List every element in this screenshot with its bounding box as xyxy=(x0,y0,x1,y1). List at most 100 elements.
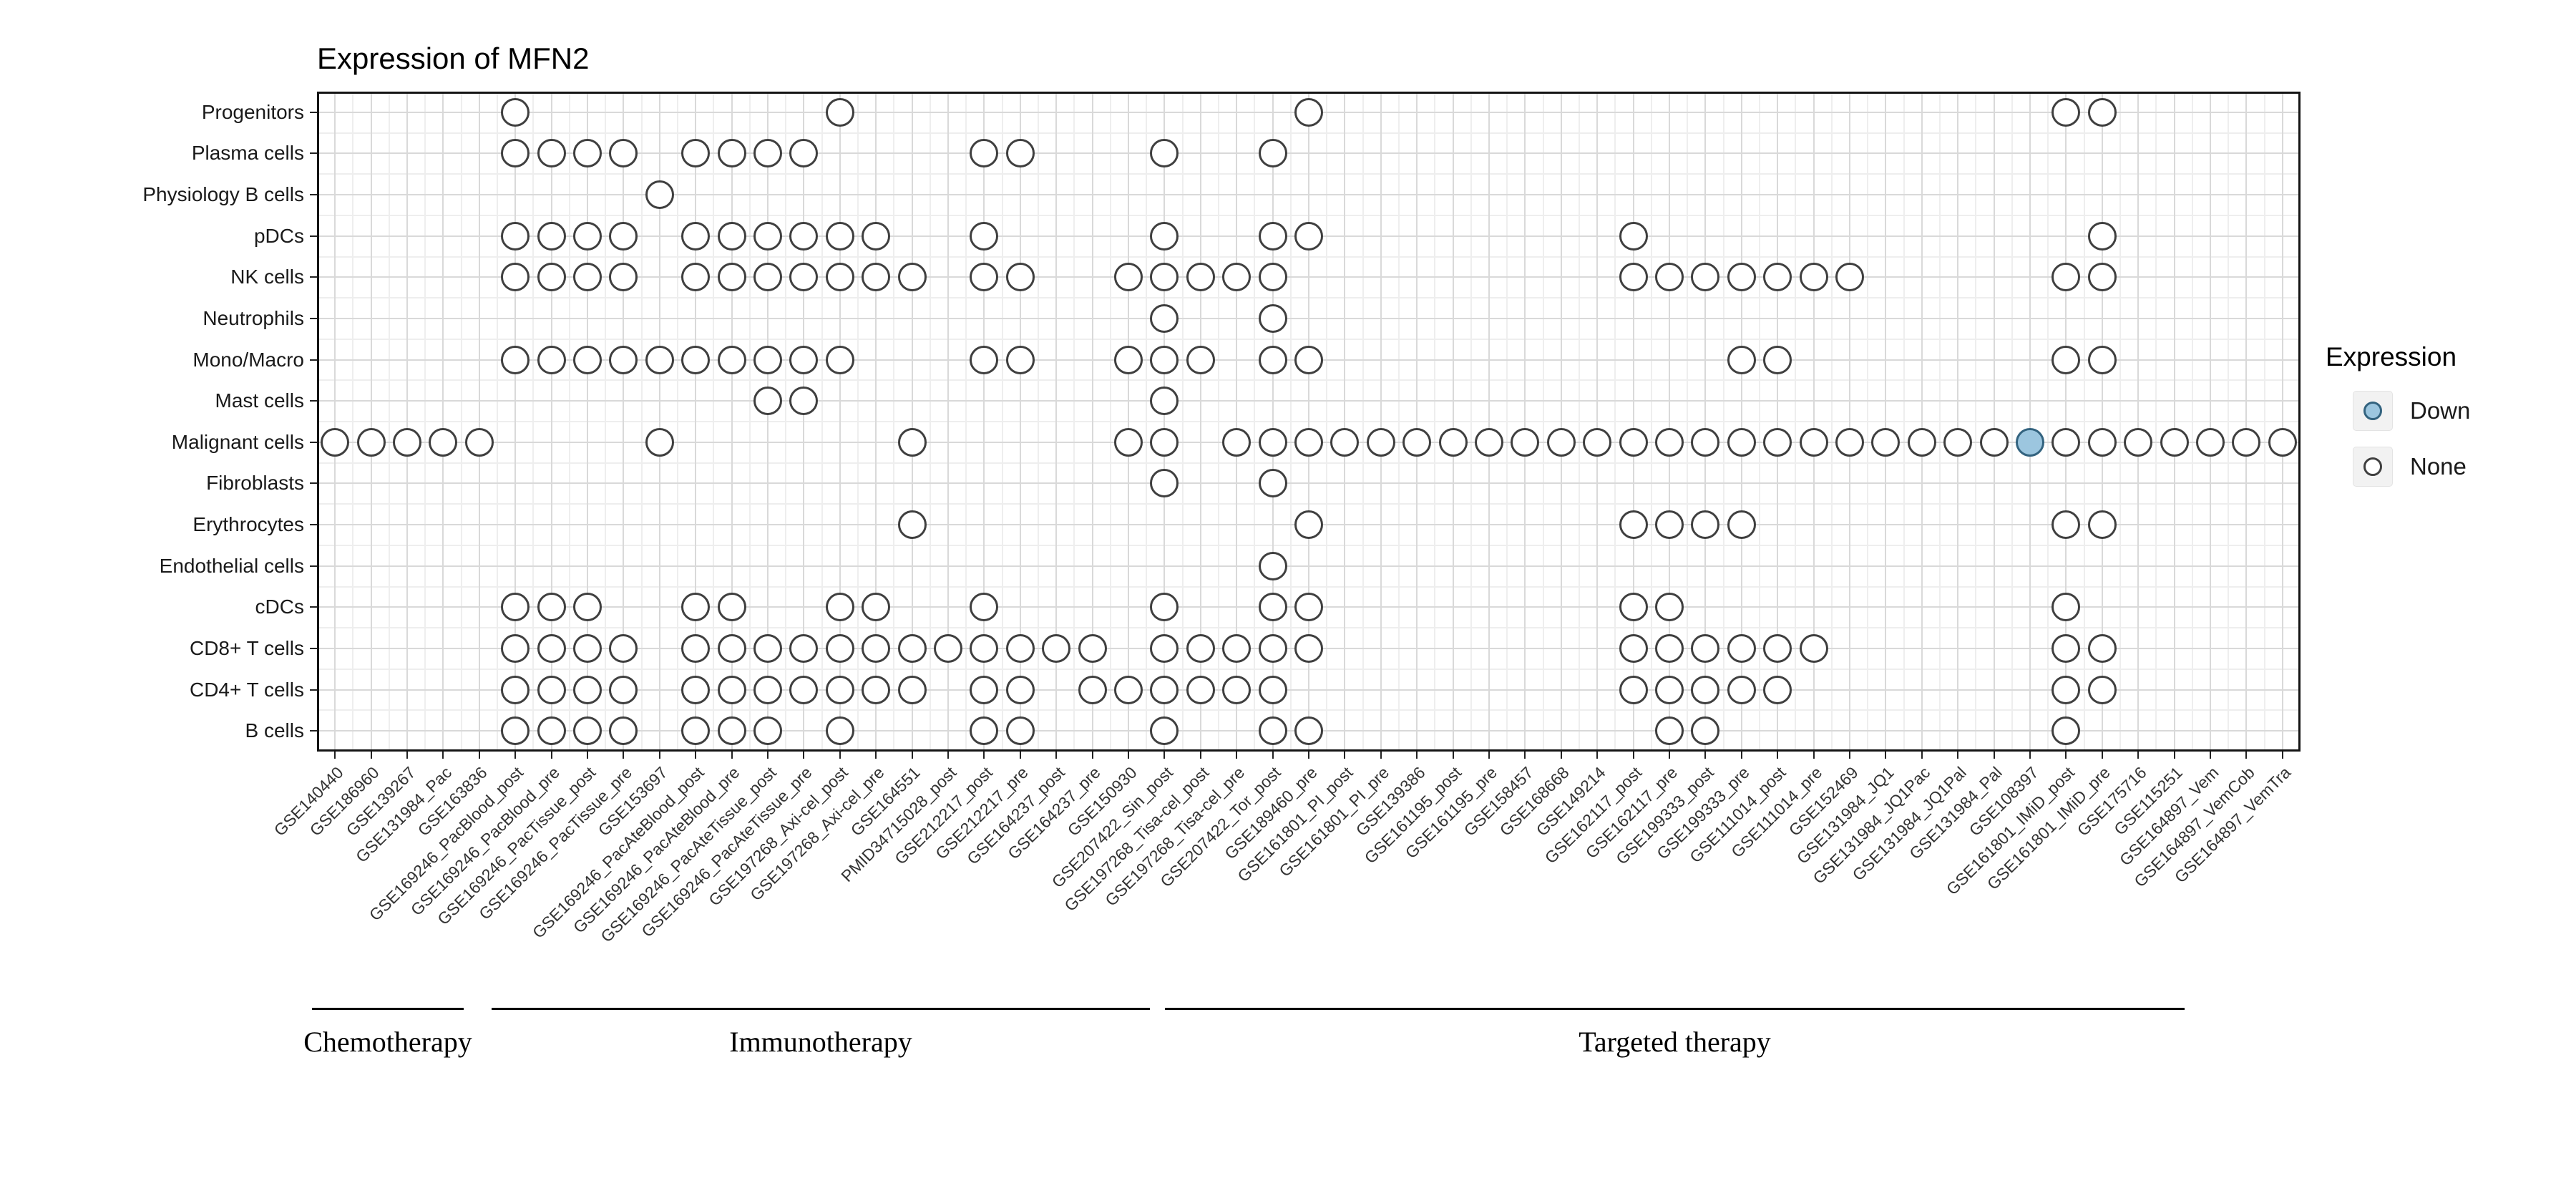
expression-dot xyxy=(1005,716,1035,746)
grid-line xyxy=(317,152,2301,155)
expression-dot xyxy=(1655,427,1684,457)
therapy-group-label: Immunotherapy xyxy=(729,1026,912,1058)
grid-line xyxy=(317,317,2301,319)
x-axis-tick xyxy=(767,752,769,759)
x-axis-tick xyxy=(1740,752,1742,759)
expression-dot xyxy=(1619,510,1648,540)
x-axis-tick xyxy=(2245,752,2248,759)
expression-dot xyxy=(681,675,711,704)
expression-dot xyxy=(753,716,782,746)
x-axis-tick xyxy=(1236,752,1238,759)
expression-dot xyxy=(753,221,782,251)
expression-dot xyxy=(1150,303,1179,333)
expression-dot xyxy=(1114,427,1143,457)
expression-dot xyxy=(789,675,819,704)
expression-dot xyxy=(2051,263,2081,292)
expression-dot xyxy=(1294,97,1323,127)
expression-dot xyxy=(1727,427,1756,457)
grid-line xyxy=(370,92,372,752)
grid-line xyxy=(442,92,444,752)
y-axis-tick xyxy=(310,730,317,732)
x-axis-tick xyxy=(947,752,949,759)
grid-line xyxy=(1199,92,1201,752)
grid-line xyxy=(1091,92,1093,752)
expression-dot xyxy=(1330,427,1360,457)
expression-dot xyxy=(1258,345,1287,374)
expression-dot xyxy=(1294,221,1323,251)
x-axis-tick xyxy=(2101,752,2103,759)
x-axis-tick xyxy=(695,752,697,759)
grid-line xyxy=(478,92,480,752)
x-axis-tick xyxy=(1777,752,1779,759)
x-axis-tick xyxy=(911,752,913,759)
legend-item-label: Down xyxy=(2410,397,2471,424)
expression-dot xyxy=(537,593,566,622)
expression-dot xyxy=(609,221,638,251)
grid-line xyxy=(317,276,2301,278)
expression-dot xyxy=(1258,593,1287,622)
grid-line xyxy=(731,92,733,752)
grid-line xyxy=(317,482,2301,485)
grid-line xyxy=(1488,92,1490,752)
expression-dot xyxy=(645,180,674,210)
grid-line xyxy=(2210,92,2211,752)
row-label: Plasma cells xyxy=(191,142,304,165)
expression-dot xyxy=(1150,675,1179,704)
expression-dot xyxy=(1835,427,1864,457)
x-axis-tick xyxy=(1091,752,1093,759)
expression-dot xyxy=(429,427,458,457)
expression-dot xyxy=(862,263,891,292)
y-axis-tick xyxy=(310,524,317,526)
y-axis-tick xyxy=(310,276,317,278)
expression-dot xyxy=(1763,263,1792,292)
expression-dot xyxy=(789,345,819,374)
expression-dot xyxy=(501,633,530,663)
expression-dot xyxy=(1258,633,1287,663)
expression-dot xyxy=(970,675,999,704)
expression-dot xyxy=(789,139,819,168)
x-axis-tick xyxy=(1704,752,1707,759)
expression-dot xyxy=(825,633,854,663)
expression-dot xyxy=(897,263,927,292)
expression-dot xyxy=(1078,675,1107,704)
grid-line xyxy=(1885,92,1887,752)
expression-dot xyxy=(1655,716,1684,746)
therapy-group-label: Chemotherapy xyxy=(303,1026,472,1058)
legend-item-label: None xyxy=(2410,453,2467,480)
grid-line xyxy=(1921,92,1923,752)
x-axis-tick xyxy=(983,752,985,759)
x-axis-tick xyxy=(1885,752,1887,759)
x-axis-tick xyxy=(658,752,660,759)
expression-dot xyxy=(1258,221,1287,251)
grid-line xyxy=(1128,92,1129,752)
expression-dot xyxy=(2232,427,2261,457)
expression-dot xyxy=(970,716,999,746)
expression-dot xyxy=(753,633,782,663)
expression-dot xyxy=(681,221,711,251)
expression-dot xyxy=(1294,633,1323,663)
row-label: Neutrophils xyxy=(203,306,304,329)
expression-dot xyxy=(753,263,782,292)
expression-dot xyxy=(717,675,746,704)
expression-dot xyxy=(537,263,566,292)
expression-dot xyxy=(1258,263,1287,292)
expression-dot xyxy=(1294,345,1323,374)
expression-dot xyxy=(753,345,782,374)
x-axis-tick xyxy=(370,752,372,759)
x-axis-tick xyxy=(1055,752,1058,759)
y-axis-tick xyxy=(310,400,317,402)
grid-line xyxy=(1272,92,1274,752)
expression-dot xyxy=(2051,345,2081,374)
expression-dot xyxy=(356,427,386,457)
expression-dot xyxy=(2268,427,2297,457)
grid-line xyxy=(803,92,805,752)
grid-line xyxy=(1416,92,1418,752)
expression-dot xyxy=(1619,427,1648,457)
grid-line xyxy=(1236,92,1238,752)
y-axis-tick xyxy=(310,111,317,113)
x-axis-tick xyxy=(803,752,805,759)
grid-line xyxy=(2173,92,2175,752)
grid-line xyxy=(1560,92,1562,752)
expression-dot xyxy=(717,139,746,168)
expression-dot xyxy=(753,675,782,704)
